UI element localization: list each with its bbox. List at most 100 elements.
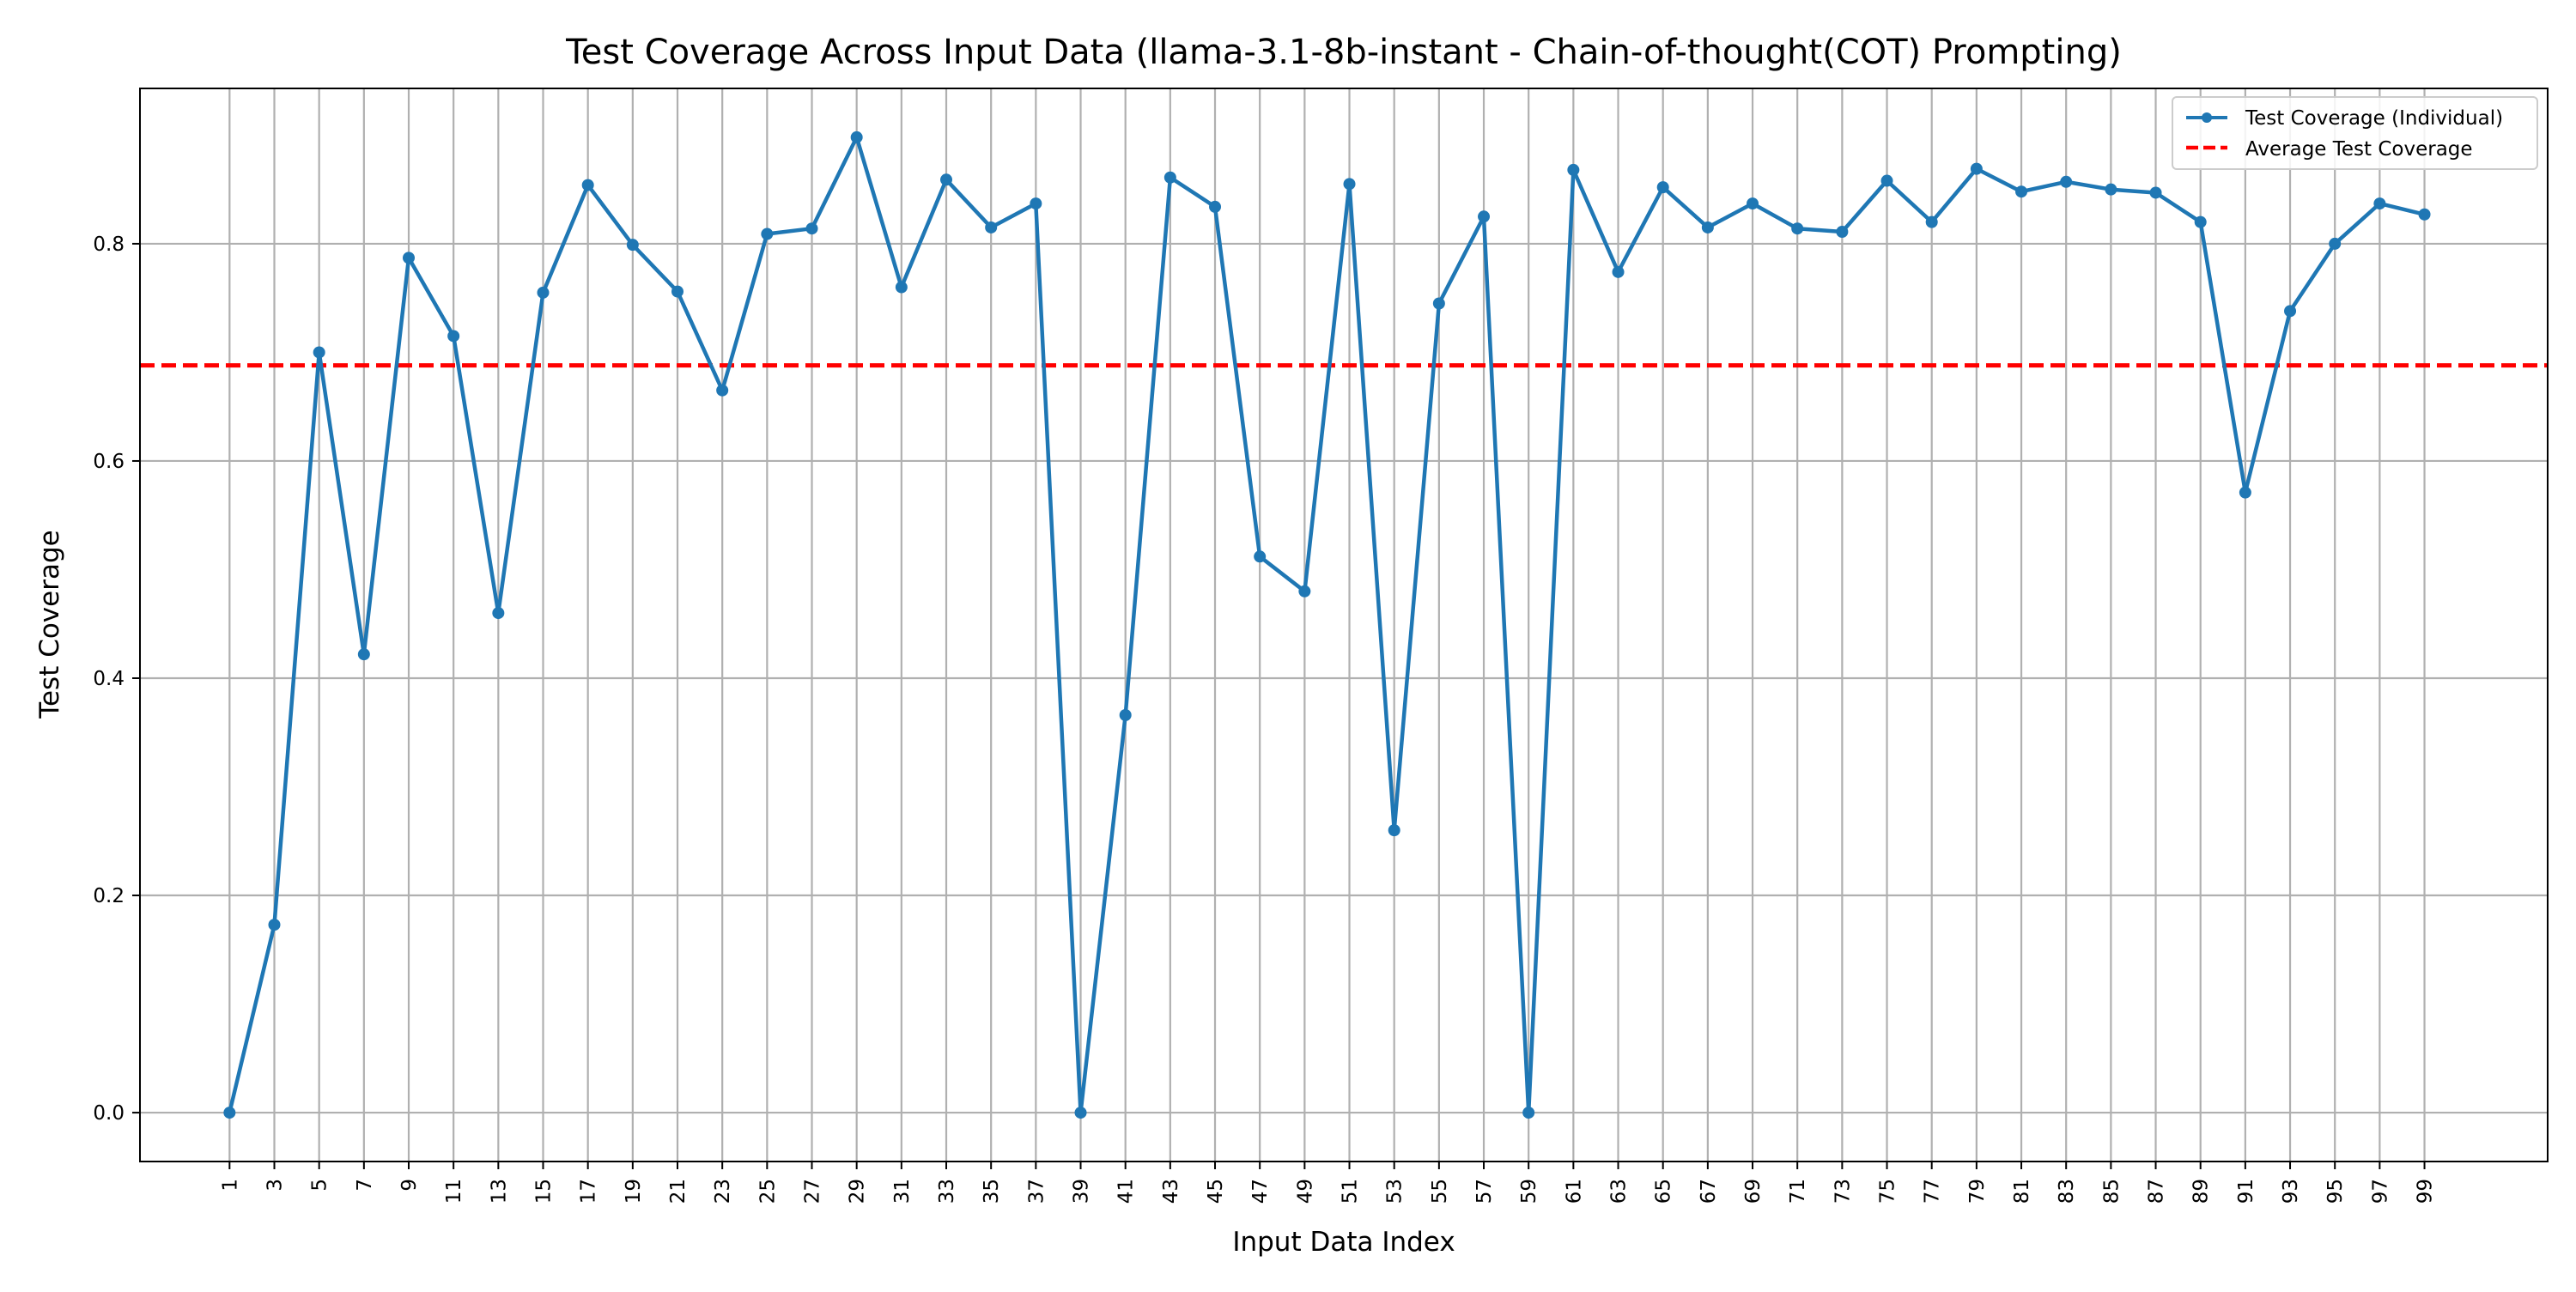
- x-tick-label: 45: [1205, 1179, 1227, 1204]
- legend-series-marker: [2202, 112, 2212, 123]
- data-point-marker: [1209, 200, 1222, 213]
- x-tick-label: 85: [2100, 1179, 2123, 1204]
- x-tick-label: 5: [309, 1179, 331, 1192]
- grid-lines: [140, 88, 2548, 1162]
- data-point-marker: [1880, 174, 1893, 187]
- y-tick-label: 0.0: [93, 1102, 125, 1125]
- data-point-marker: [1836, 226, 1849, 239]
- data-point-marker: [537, 286, 550, 299]
- data-point-marker: [492, 607, 505, 620]
- x-tick-label: 63: [1608, 1179, 1631, 1204]
- data-point-marker: [2418, 208, 2431, 221]
- data-point-marker: [1925, 215, 1938, 228]
- x-tick-label: 27: [802, 1179, 824, 1204]
- x-tick-label: 41: [1115, 1179, 1138, 1204]
- x-tick-label: 15: [533, 1179, 556, 1204]
- x-tick-label: 65: [1653, 1179, 1675, 1204]
- data-point-marker: [581, 179, 594, 191]
- data-point-marker: [1747, 197, 1759, 210]
- y-axis-ticks: 0.0 0.2 0.4 0.6 0.8: [93, 234, 140, 1125]
- x-tick-label: 13: [488, 1179, 510, 1204]
- x-tick-label: 43: [1160, 1179, 1182, 1204]
- x-tick-label: 33: [936, 1179, 958, 1204]
- x-tick-label: 79: [1966, 1179, 1989, 1204]
- data-point-marker: [1163, 171, 1176, 184]
- x-tick-label: 25: [756, 1179, 779, 1204]
- x-tick-label: 39: [1071, 1179, 1093, 1204]
- data-point-marker: [2284, 305, 2297, 318]
- data-point-marker: [1298, 585, 1311, 597]
- data-point-marker: [1701, 221, 1714, 234]
- data-point-marker: [1791, 222, 1804, 235]
- x-tick-label: 93: [2280, 1179, 2302, 1204]
- data-point-marker: [223, 1107, 236, 1119]
- data-point-marker: [716, 384, 729, 397]
- y-tick-label: 0.6: [93, 451, 125, 473]
- x-tick-label: 29: [847, 1179, 869, 1204]
- legend: Test Coverage (Individual) Average Test …: [2172, 96, 2538, 170]
- data-point-marker: [1567, 163, 1580, 176]
- data-point-marker: [1478, 210, 1491, 223]
- data-point-marker: [1970, 162, 1983, 175]
- x-tick-label: 19: [623, 1179, 645, 1204]
- x-tick-label: 7: [354, 1179, 376, 1192]
- data-point-marker: [805, 222, 818, 235]
- x-tick-label: 57: [1473, 1179, 1496, 1204]
- x-tick-label: 91: [2235, 1179, 2257, 1204]
- x-tick-label: 69: [1742, 1179, 1765, 1204]
- data-point-marker: [1656, 181, 1669, 194]
- plot-frame: [139, 88, 2549, 1162]
- x-tick-label: 77: [1922, 1179, 1944, 1204]
- data-point-marker: [1074, 1107, 1087, 1119]
- x-tick-label: 99: [2415, 1179, 2437, 1204]
- x-axis-label: Input Data Index: [1232, 1227, 1455, 1258]
- legend-box: [2172, 96, 2538, 170]
- data-point-marker: [1254, 550, 1267, 563]
- series-line-individual: [228, 135, 2426, 1115]
- x-tick-label: 21: [667, 1179, 690, 1204]
- x-tick-label: 73: [1832, 1179, 1854, 1204]
- data-point-marker: [626, 239, 639, 252]
- x-tick-label: 9: [398, 1179, 421, 1192]
- x-tick-label: 81: [2011, 1179, 2033, 1204]
- data-point-marker: [2239, 486, 2251, 499]
- x-tick-label: 35: [981, 1179, 1003, 1204]
- x-tick-label: 83: [2056, 1179, 2078, 1204]
- x-tick-label: 67: [1698, 1179, 1720, 1204]
- data-point-marker: [940, 173, 953, 186]
- data-point-marker: [850, 130, 863, 143]
- x-tick-label: 53: [1384, 1179, 1406, 1204]
- x-tick-label: 23: [712, 1179, 734, 1204]
- x-tick-label: 11: [443, 1179, 465, 1204]
- data-point-marker: [671, 285, 684, 298]
- x-tick-label: 51: [1340, 1179, 1362, 1204]
- y-tick-label: 0.2: [93, 885, 125, 907]
- data-point-marker: [447, 330, 460, 343]
- data-point-marker: [268, 919, 281, 931]
- x-tick-label: 17: [578, 1179, 600, 1204]
- x-tick-label: 37: [1025, 1179, 1048, 1204]
- x-tick-label: 71: [1787, 1179, 1809, 1204]
- x-tick-label: 61: [1563, 1179, 1585, 1204]
- data-point-marker: [2329, 237, 2342, 250]
- data-point-marker: [403, 252, 416, 264]
- legend-label-average: Average Test Coverage: [2245, 138, 2473, 161]
- x-axis-ticks: 1 3 5 7 9 11 13 15 17 19 21 23 25 27 29 31 33 35 37 39 41 43 4…: [219, 1162, 2437, 1204]
- x-tick-label: 55: [1429, 1179, 1451, 1204]
- x-tick-label: 3: [264, 1179, 287, 1192]
- chart-title: Test Coverage Across Input Data (llama-3…: [565, 33, 2122, 72]
- series-layer: [223, 130, 2431, 1119]
- y-tick-label: 0.4: [93, 668, 125, 690]
- data-point-marker: [2194, 215, 2207, 228]
- data-point-marker: [2015, 185, 2028, 198]
- x-tick-label: 89: [2190, 1179, 2213, 1204]
- data-point-marker: [1432, 297, 1445, 310]
- data-point-marker: [357, 648, 370, 661]
- data-point-marker: [2105, 183, 2117, 196]
- x-tick-label: 31: [891, 1179, 914, 1204]
- data-point-marker: [761, 227, 774, 240]
- data-point-marker: [985, 221, 998, 234]
- data-point-marker: [895, 281, 908, 294]
- x-tick-label: 97: [2369, 1179, 2391, 1204]
